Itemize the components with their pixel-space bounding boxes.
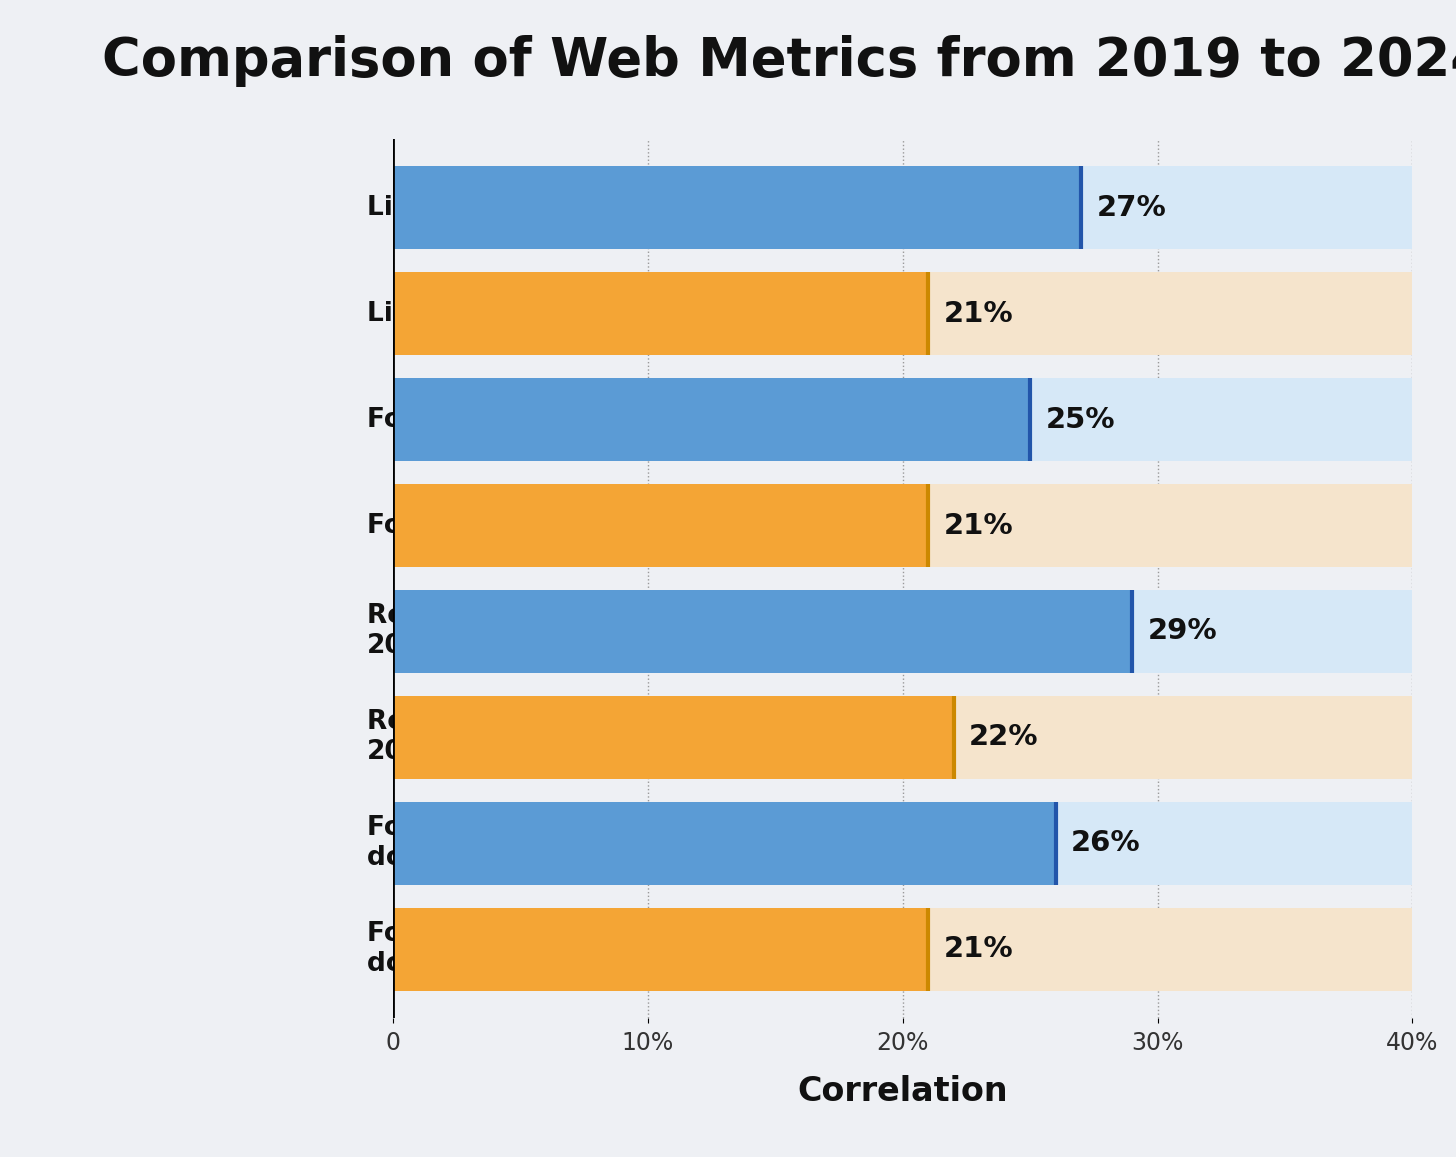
Text: 22%: 22% [970,723,1038,751]
Bar [393,272,1412,355]
Text: 21%: 21% [943,511,1013,539]
Text: 21%: 21% [943,300,1013,327]
Bar [393,485,1412,567]
Bar [393,167,1080,249]
Text: 26%: 26% [1072,830,1140,857]
Text: Comparison of Web Metrics from 2019 to 2024: Comparison of Web Metrics from 2019 to 2… [102,35,1456,87]
Bar [393,802,1056,885]
Bar [393,908,929,990]
Bar [393,167,1412,249]
Bar [393,697,954,779]
Text: 27%: 27% [1096,193,1166,222]
X-axis label: Correlation: Correlation [798,1075,1008,1107]
Bar [393,908,1412,990]
Text: 25%: 25% [1045,406,1115,434]
Text: 21%: 21% [943,935,1013,964]
Bar [393,378,1031,460]
Bar [393,590,1133,672]
Bar [393,272,929,355]
Bar [393,485,929,567]
Bar [393,590,1412,672]
Bar [393,378,1412,460]
Bar [393,697,1412,779]
Text: 29%: 29% [1147,618,1217,646]
Bar [393,802,1412,885]
